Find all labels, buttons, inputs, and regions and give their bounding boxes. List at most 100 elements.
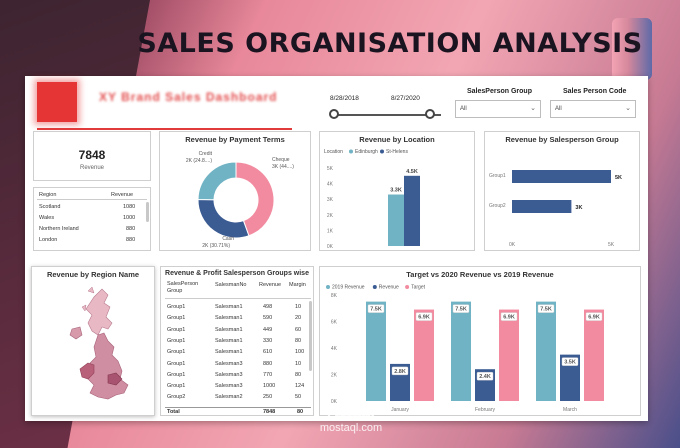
header-revenue[interactable]: Revenue (259, 282, 282, 288)
slicer-code-dropdown[interactable]: All ⌄ (550, 100, 636, 118)
group-svg: Group1 5K Group2 3K 0K 5K (489, 170, 622, 248)
header-salesman[interactable]: SalesmanNo (215, 282, 247, 288)
bar-label: 4.5K (406, 169, 418, 175)
legend-entry: Target (411, 285, 426, 291)
slicer-group-value: All (460, 106, 467, 112)
cell-salesman: Salesman1 (215, 337, 243, 344)
chart-title: Target vs 2020 Revenue vs 2019 Revenue (406, 270, 554, 279)
cell-revenue: 590 (263, 315, 273, 322)
region-name: London (39, 237, 58, 243)
x-tick-label: March (563, 407, 577, 413)
date-slider-end-handle[interactable] (425, 109, 435, 119)
table-row: Northern Ireland 880 (37, 225, 147, 234)
y-tick-label: 4K (331, 346, 338, 352)
total-margin: 80 (297, 409, 304, 415)
date-end[interactable]: 8/27/2020 (391, 95, 420, 102)
bar-st-helens[interactable] (404, 175, 420, 246)
bar-label: 6.9K (503, 315, 515, 321)
header-group[interactable]: SalesPerson Group (167, 281, 199, 294)
donut-slice-credit[interactable] (197, 161, 237, 201)
bar-group2[interactable] (512, 200, 572, 213)
y-tick-label: 2K (327, 213, 334, 219)
map-islands (81, 286, 95, 312)
bar-edinburgh[interactable] (388, 194, 404, 246)
x-tick-label: February (475, 407, 496, 413)
chart-title: Revenue by Payment Terms (185, 135, 285, 144)
bar-target[interactable] (499, 309, 519, 401)
cell-margin: 10 (295, 304, 302, 310)
bar-2019-revenue[interactable] (536, 301, 556, 401)
y-tick-label: 4K (327, 182, 334, 188)
brand-title: XY Brand Sales Dashboard (99, 90, 278, 104)
cell-margin: 124 (295, 383, 305, 390)
total-label: Total (167, 409, 180, 415)
map-region-london[interactable] (107, 372, 123, 386)
slicer-group-dropdown[interactable]: All ⌄ (455, 100, 541, 118)
y-tick-label: 8K (331, 293, 338, 299)
legend-sthelens: St-Helens (386, 149, 408, 155)
table-row: London 880 (37, 236, 147, 245)
map-card: Revenue by Region Name (31, 266, 155, 416)
cell-revenue: 1000 (263, 383, 276, 390)
slice-label-credit: 2K (24.8....) (186, 158, 212, 164)
cell-group: Group1 (167, 337, 186, 344)
header-revenue[interactable]: Revenue (111, 192, 134, 198)
map-region-scotland[interactable] (85, 288, 113, 336)
map-region-wales[interactable] (79, 362, 95, 380)
date-slider-start-handle[interactable] (329, 109, 339, 119)
uk-map[interactable] (32, 267, 156, 417)
table-row: Group1 Salesman3 880 10 (165, 360, 311, 369)
header-margin[interactable]: Margin (289, 282, 306, 288)
donut-slice-cash[interactable] (197, 198, 250, 239)
cell-margin: 50 (295, 394, 302, 401)
date-start[interactable]: 8/28/2018 (330, 95, 359, 102)
bar-label-box (561, 357, 579, 366)
table-row: Group1 Salesman3 770 80 (165, 371, 311, 380)
y-tick-label: 0K (331, 399, 338, 405)
legend-swatch (326, 285, 330, 289)
table-row: Group1 Salesman1 330 80 (165, 337, 311, 346)
bar-label: 7.5K (455, 307, 467, 313)
legend-swatch (372, 285, 377, 289)
table-title: Revenue & Profit Salesperson Groups wise (165, 270, 309, 277)
table-row: Group2 Salesman2 250 50 (165, 393, 311, 402)
bar-label: 6.9K (418, 315, 430, 321)
chart-title: Revenue by Salesperson Group (505, 135, 619, 144)
cell-salesman: Salesman1 (215, 349, 243, 356)
region-table-scrollbar[interactable] (146, 202, 149, 222)
brand-logo (37, 82, 77, 122)
cell-salesman: Salesman1 (215, 315, 243, 322)
cell-margin: 20 (295, 315, 302, 322)
cell-margin: 10 (295, 360, 302, 367)
cell-group: Group1 (167, 360, 186, 367)
date-slider-track[interactable] (337, 114, 441, 116)
donut-slice-cheque[interactable] (235, 161, 275, 237)
bar-2019-revenue[interactable] (451, 301, 471, 401)
bar-2019-revenue[interactable] (366, 301, 386, 401)
slice-label-cash: 2K (30.71%) (202, 243, 230, 249)
bar-target[interactable] (414, 309, 434, 401)
bar-group1[interactable] (512, 170, 611, 183)
bar-label: 7.5K (540, 307, 552, 313)
bar-label: 5K (615, 175, 622, 181)
legend-swatch (405, 285, 410, 289)
salesperson-table-scrollbar[interactable] (309, 301, 312, 371)
region-name: Scotland (39, 204, 61, 210)
donut-svg: Credit 2K (24.8....) Cheque 3K (44....) … (186, 151, 294, 249)
map-region-northern-ireland[interactable] (69, 326, 83, 340)
legend-entry: 2019 Revenue (332, 285, 365, 291)
region-revenue: 880 (126, 226, 136, 232)
bar-revenue[interactable] (560, 354, 580, 401)
salesperson-table: Revenue & Profit Salesperson Groups wise… (160, 266, 314, 416)
decorative-stripe (612, 18, 652, 80)
cell-revenue: 498 (263, 304, 273, 310)
bar-target[interactable] (584, 309, 604, 401)
cell-salesman: Salesman3 (215, 360, 243, 367)
y-tick-label: 5K (327, 166, 334, 172)
legend-entry: Revenue (379, 285, 399, 291)
salesperson-table-total: Total 7848 80 (165, 407, 311, 416)
brand-underline (37, 128, 292, 130)
table-row: Scotland 1080 (37, 203, 147, 212)
salesperson-table-header: SalesPerson Group SalesmanNo Revenue Mar… (165, 281, 311, 299)
kpi-card-revenue: 7848 Revenue (33, 131, 151, 181)
